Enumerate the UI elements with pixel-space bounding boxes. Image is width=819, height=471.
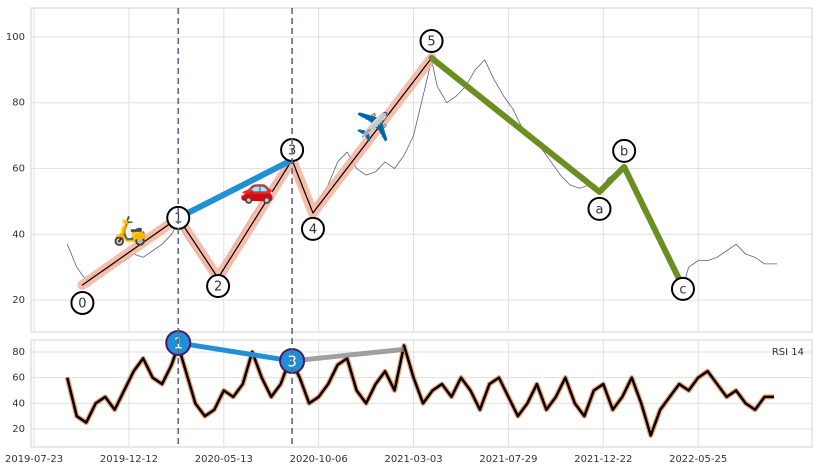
wave-marker [612,138,637,163]
y-tick-label: 100 [6,32,25,43]
wave-marker [300,216,325,241]
wave-marker [70,290,95,315]
wave-marker [587,196,612,221]
wave-marker [670,276,695,301]
y-tick-label: 20 [12,295,25,306]
x-tick-label: 2021-12-22 [574,454,632,465]
x-tick-label: 2019-07-23 [5,454,63,465]
target-line [291,346,405,364]
wave-label: c [679,282,686,297]
wave-label: b [620,144,628,159]
icon: 🛵 [113,214,148,247]
plot-area [30,7,813,333]
y-tick-label: 20 [12,424,25,435]
wave-label: 5 [427,34,435,49]
wave-marker [206,274,231,299]
y-tick-label: 60 [12,164,25,175]
correction-wave [428,54,686,290]
wave-label: 4 [309,222,317,237]
wave-label: a [595,202,603,217]
x-tick-label: 2021-07-29 [479,454,537,465]
x-tick-label: 2019-12-12 [100,454,158,465]
y-tick-label: 40 [12,229,25,240]
x-tick-label: 2021-03-03 [384,454,442,465]
icon: 🚗 [240,172,275,205]
skip-wave [175,340,295,364]
x-tick-label: 2020-05-13 [195,454,253,465]
panel-title: RSI 14 [772,347,804,358]
y-tick-label: 80 [12,98,25,109]
icon: ✈️ [356,109,391,143]
wave-label: 2 [214,280,222,295]
impulse-line [81,57,433,286]
skip-wave [175,156,296,221]
wave-marker [419,28,444,53]
wave-label: 0 [78,296,86,311]
y-tick-label: 40 [12,398,25,409]
rsi-line [66,344,775,437]
x-tick-label: 2022-05-25 [669,454,727,465]
y-tick-label: 60 [12,373,25,384]
x-tick-label: 2020-10-06 [290,454,348,465]
y-tick-label: 80 [12,347,25,358]
